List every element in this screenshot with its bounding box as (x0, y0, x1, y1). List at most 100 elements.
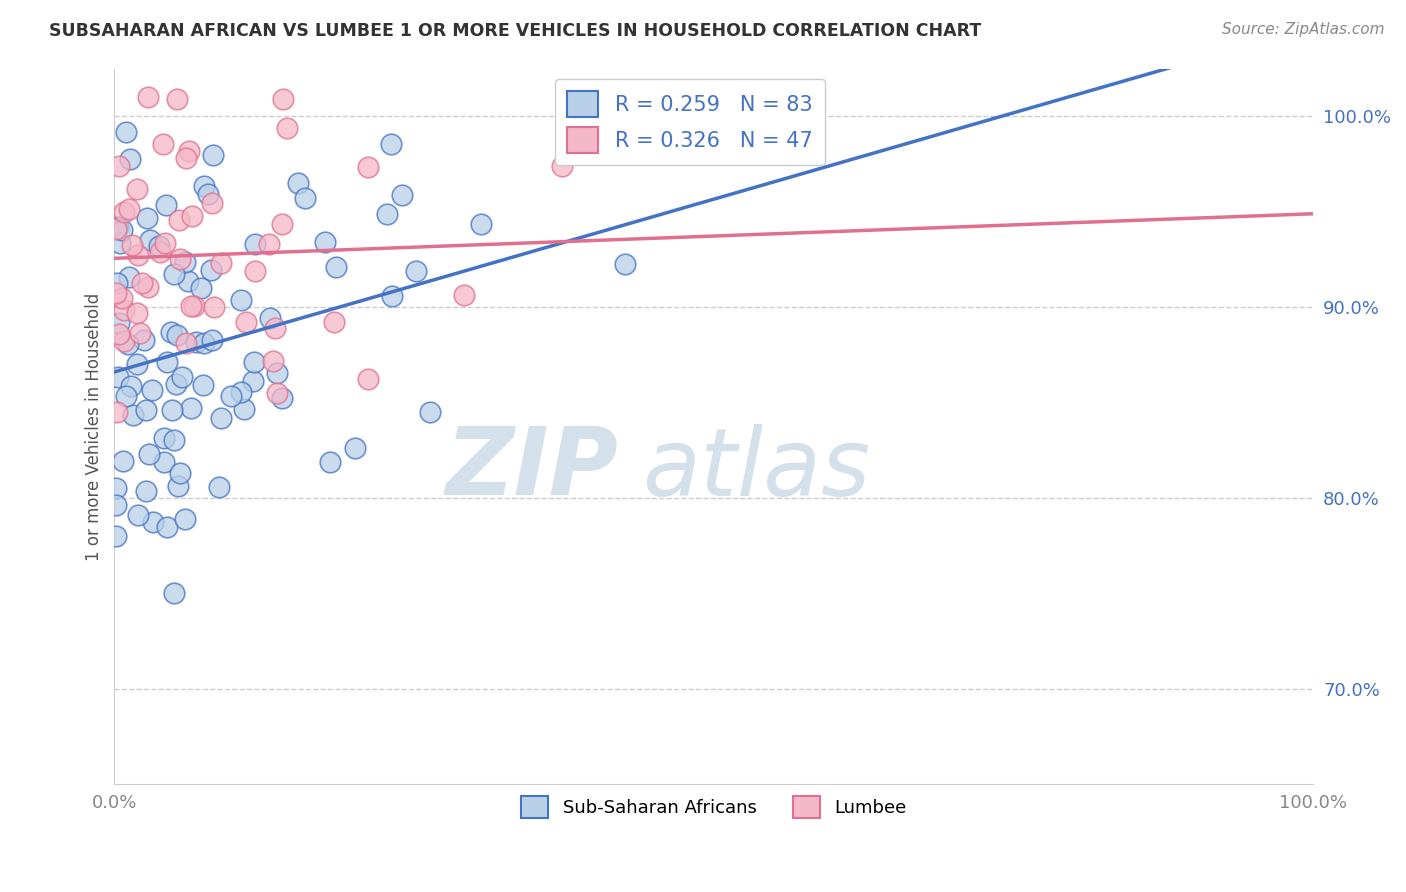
Point (115, 125, 138, 139)
Point (380, 137, 402, 152)
Point (118, 202, 141, 217)
Point (276, 121, 298, 136)
Point (183, 299, 205, 313)
Point (156, 519, 179, 533)
Point (107, 327, 129, 342)
Point (169, 466, 191, 480)
Point (155, 355, 177, 369)
Point (172, 369, 194, 384)
Point (111, 291, 134, 305)
Point (271, 92, 294, 106)
Point (127, 248, 149, 262)
Point (139, 233, 162, 247)
Point (314, 235, 336, 250)
Point (287, 176, 309, 190)
Point (112, 204, 135, 219)
Point (155, 236, 177, 251)
Point (111, 223, 134, 237)
Point (121, 238, 143, 252)
Text: atlas: atlas (643, 424, 870, 515)
Point (163, 267, 186, 281)
Point (141, 383, 163, 397)
Point (229, 293, 252, 307)
Point (259, 310, 281, 325)
Point (136, 211, 159, 226)
Point (111, 453, 134, 467)
Point (104, 222, 127, 236)
Point (105, 498, 128, 512)
Point (108, 316, 131, 330)
Point (107, 370, 129, 384)
Point (245, 263, 267, 277)
Point (243, 237, 266, 252)
Point (219, 389, 242, 403)
Point (270, 217, 292, 231)
Point (104, 286, 127, 301)
Point (193, 336, 215, 351)
Point (129, 326, 152, 340)
Point (127, 182, 149, 196)
Point (201, 148, 224, 162)
Point (160, 402, 183, 417)
Point (197, 186, 219, 201)
Point (200, 263, 222, 277)
Point (232, 401, 254, 416)
Point (135, 484, 157, 499)
Point (120, 152, 142, 166)
Point (148, 239, 170, 253)
Point (127, 305, 149, 319)
Point (112, 303, 135, 318)
Point (453, 288, 475, 302)
Point (117, 337, 139, 351)
Point (262, 354, 284, 368)
Point (174, 255, 197, 269)
Point (181, 209, 204, 223)
Point (104, 481, 127, 495)
Point (209, 411, 232, 425)
Point (132, 333, 155, 347)
Point (136, 90, 159, 104)
Point (270, 392, 292, 406)
Point (202, 300, 225, 314)
Point (120, 379, 142, 393)
Point (294, 191, 316, 205)
Point (163, 586, 186, 600)
Point (152, 431, 174, 445)
Point (266, 366, 288, 380)
Point (242, 374, 264, 388)
Point (209, 256, 232, 270)
Point (117, 269, 139, 284)
Point (179, 145, 201, 159)
Point (264, 321, 287, 335)
Point (405, 264, 427, 278)
Point (174, 151, 197, 165)
Point (357, 160, 380, 174)
Point (107, 405, 129, 419)
Point (174, 336, 197, 351)
Point (208, 480, 231, 494)
Point (149, 245, 172, 260)
Point (357, 372, 380, 386)
Point (176, 274, 198, 288)
Point (180, 401, 202, 415)
Point (135, 403, 157, 417)
Point (180, 299, 202, 313)
Point (127, 508, 149, 523)
Point (235, 315, 257, 329)
Point (344, 441, 367, 455)
Point (155, 198, 177, 212)
Point (191, 377, 214, 392)
Point (159, 325, 181, 339)
Point (142, 515, 165, 529)
Point (165, 376, 187, 391)
Point (166, 92, 188, 106)
Text: SUBSAHARAN AFRICAN VS LUMBEE 1 OR MORE VEHICLES IN HOUSEHOLD CORRELATION CHART: SUBSAHARAN AFRICAN VS LUMBEE 1 OR MORE V… (49, 22, 981, 40)
Point (325, 260, 347, 274)
Point (108, 236, 131, 251)
Point (229, 385, 252, 400)
Point (138, 447, 160, 461)
Point (551, 159, 574, 173)
Point (184, 334, 207, 349)
Point (105, 220, 128, 235)
Point (201, 333, 224, 347)
